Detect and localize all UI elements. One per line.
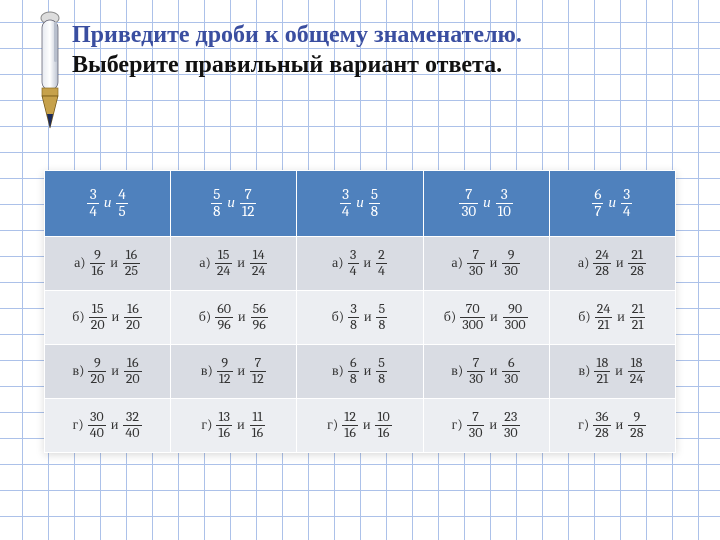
answer-cell[interactable]: г)730и2330 <box>423 399 549 453</box>
header-cell: 730и310 <box>423 171 549 237</box>
answer-cell[interactable]: в)68и58 <box>297 345 423 399</box>
answer-cell[interactable]: а)34и24 <box>297 237 423 291</box>
answer-cell[interactable]: а)2428и2128 <box>549 237 675 291</box>
answer-cell[interactable]: б)2421и2121 <box>549 291 675 345</box>
page-title: Приведите дроби к общему знаменателю. Вы… <box>72 20 690 80</box>
header-cell: 34и58 <box>297 171 423 237</box>
answer-cell[interactable]: в)912и712 <box>171 345 297 399</box>
slide-content: Приведите дроби к общему знаменателю. Вы… <box>0 0 720 540</box>
table-row: в)920и1620в)912и712в)68и58в)730и630в)182… <box>45 345 676 399</box>
answer-cell[interactable]: г)3040и3240 <box>45 399 171 453</box>
header-cell: 58и712 <box>171 171 297 237</box>
answers-table-wrap: 34и4558и71234и58730и31067и34 а)916и1625а… <box>44 170 676 453</box>
table-row: г)3040и3240г)1316и1116г)1216и1016г)730и2… <box>45 399 676 453</box>
header-cell: 67и34 <box>549 171 675 237</box>
answer-cell[interactable]: в)920и1620 <box>45 345 171 399</box>
table-row: а)916и1625а)1524и1424а)34и24а)730и930а)2… <box>45 237 676 291</box>
header-cell: 34и45 <box>45 171 171 237</box>
answer-cell[interactable]: а)1524и1424 <box>171 237 297 291</box>
answer-cell[interactable]: г)1316и1116 <box>171 399 297 453</box>
table-row: б)1520и1620б)6096и5696б)38и58б)70300и903… <box>45 291 676 345</box>
answer-cell[interactable]: б)38и58 <box>297 291 423 345</box>
pen-icon <box>26 10 74 130</box>
answer-cell[interactable]: г)1216и1016 <box>297 399 423 453</box>
answer-cell[interactable]: а)730и930 <box>423 237 549 291</box>
answer-cell[interactable]: а)916и1625 <box>45 237 171 291</box>
title-line-1: Приведите дроби к общему знаменателю. <box>72 20 690 50</box>
answer-cell[interactable]: б)70300и90300 <box>423 291 549 345</box>
answer-cell[interactable]: б)6096и5696 <box>171 291 297 345</box>
title-line-2: Выберите правильный вариант ответа. <box>72 50 690 80</box>
answers-table: 34и4558и71234и58730и31067и34 а)916и1625а… <box>44 170 676 453</box>
answer-cell[interactable]: б)1520и1620 <box>45 291 171 345</box>
table-body: а)916и1625а)1524и1424а)34и24а)730и930а)2… <box>45 237 676 453</box>
table-header: 34и4558и71234и58730и31067и34 <box>45 171 676 237</box>
answer-cell[interactable]: г)3628и928 <box>549 399 675 453</box>
answer-cell[interactable]: в)1821и1824 <box>549 345 675 399</box>
answer-cell[interactable]: в)730и630 <box>423 345 549 399</box>
